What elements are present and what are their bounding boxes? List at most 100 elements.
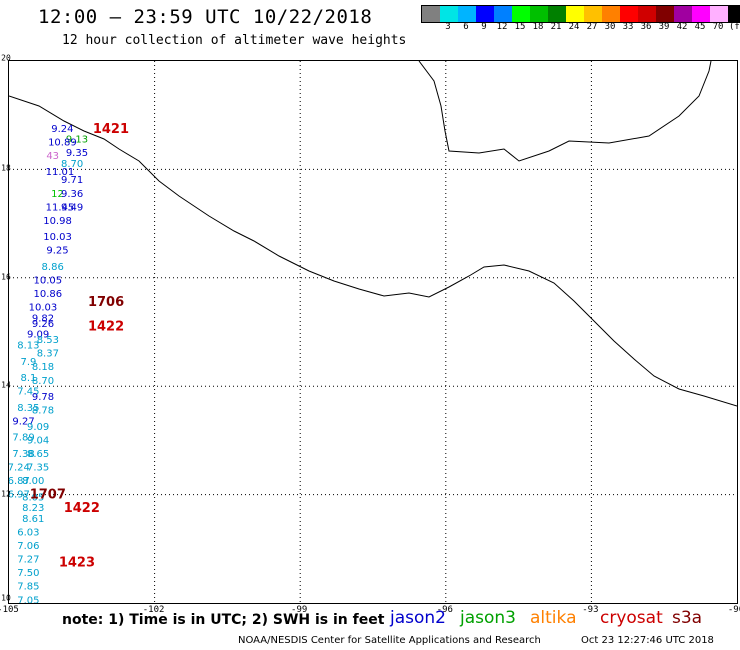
- wave-height-label: 9.71: [61, 175, 83, 186]
- wave-height-label: 11.45: [46, 202, 75, 213]
- wave-height-label: 9.25: [46, 246, 68, 257]
- wave-height-label: 7.50: [17, 568, 39, 579]
- scale-swatch: [620, 6, 638, 22]
- scale-label: 30: [604, 22, 616, 32]
- wave-height-label: 7.38: [12, 449, 34, 460]
- x-tick-label: -105: [0, 605, 19, 615]
- wave-height-label: 9.04: [27, 435, 49, 446]
- page-title: 12:00 – 23:59 UTC 10/22/2018: [38, 6, 373, 28]
- pass-time-label: 1707: [30, 488, 66, 503]
- wave-height-label: 7.9: [20, 357, 36, 368]
- scale-label: 15: [514, 22, 526, 32]
- pass-time-label: 1421: [93, 122, 129, 137]
- wave-height-label: 7.35: [27, 463, 49, 474]
- wave-height-label: 9.78: [32, 392, 54, 403]
- x-tick-label: -93: [582, 605, 599, 615]
- wave-height-label: 7.45: [17, 387, 39, 398]
- x-tick-label: -99: [291, 605, 308, 615]
- legend-s3a: s3a: [672, 608, 703, 628]
- y-tick-label: 20: [1, 53, 11, 63]
- wave-height-label: 9.82: [32, 313, 54, 324]
- y-tick-label: 12: [1, 489, 11, 499]
- scale-swatch: [710, 6, 728, 22]
- wave-height-label: 9.24: [51, 124, 73, 135]
- wave-height-label: 7.06: [17, 541, 39, 552]
- wave-height-label: 7.85: [17, 582, 39, 593]
- wave-height-label: 10.03: [43, 232, 72, 243]
- wave-height-label: 8.05: [22, 492, 44, 503]
- pass-time-label: 1706: [88, 295, 124, 310]
- x-tick-label: -90: [727, 605, 740, 615]
- page-subtitle: 12 hour collection of altimeter wave hei…: [62, 33, 407, 48]
- coastline-gulf: [418, 61, 712, 162]
- pass-time-label: 1422: [88, 320, 124, 335]
- wave-height-label: 9.13: [66, 135, 88, 146]
- wave-height-label: 10.03: [29, 303, 58, 314]
- wave-height-label: 8.78: [32, 406, 54, 417]
- wave-height-label: 8.37: [37, 349, 59, 360]
- wave-height-label: 9.35: [66, 148, 88, 159]
- wave-height-label: 10.89: [48, 137, 77, 148]
- scale-swatch: [422, 6, 440, 22]
- scale-label: 39: [658, 22, 670, 32]
- wave-height-label: 43: [46, 151, 59, 162]
- scale-label: 18: [532, 22, 544, 32]
- legend-note: note: 1) Time is in UTC; 2) SWH is in fe…: [62, 612, 385, 628]
- wave-height-label: 7.89: [12, 433, 34, 444]
- wave-height-label: 12: [51, 189, 64, 200]
- wave-height-label: 8.70: [32, 376, 54, 387]
- x-tick-label: -96: [436, 605, 453, 615]
- footer-timestamp: Oct 23 12:27:46 UTC 2018: [581, 635, 714, 646]
- scale-swatch: [566, 6, 584, 22]
- y-tick-label: 18: [1, 163, 11, 173]
- x-tick-label: -102: [142, 605, 165, 615]
- scale-label: 21: [550, 22, 562, 32]
- wave-height-label: 8.65: [27, 449, 49, 460]
- scale-swatch: [674, 6, 692, 22]
- scale-label: 42: [676, 22, 688, 32]
- scale-swatch: [512, 6, 530, 22]
- wave-height-label: 8.18: [32, 362, 54, 373]
- legend-jason2: jason2: [390, 608, 446, 628]
- scale-swatch: [476, 6, 494, 22]
- wave-height-label: 7.27: [17, 555, 39, 566]
- wave-height-label: 11.01: [46, 167, 75, 178]
- scale-swatch: [656, 6, 674, 22]
- pass-time-label: 1422: [64, 501, 100, 516]
- scale-label: 36: [640, 22, 652, 32]
- wave-height-label: 6.03: [17, 528, 39, 539]
- color-scale: [421, 5, 740, 23]
- wave-height-label: 6.87: [9, 476, 30, 487]
- wave-height-label: 9.49: [61, 202, 83, 213]
- wave-height-label: 8.70: [61, 159, 83, 170]
- wave-height-label: 9.36: [61, 189, 83, 200]
- wave-height-label: 10.98: [43, 216, 72, 227]
- scale-swatch: [602, 6, 620, 22]
- wave-height-label: 10.86: [34, 289, 63, 300]
- wave-height-label: 9.26: [32, 319, 54, 330]
- wave-height-label: 9.09: [27, 330, 49, 341]
- scale-swatch: [638, 6, 656, 22]
- pass-time-label: 1423: [59, 555, 95, 570]
- legend-altika: altika: [530, 608, 577, 628]
- scale-label: 45: [694, 22, 706, 32]
- scale-label: 6: [463, 22, 469, 32]
- scale-label: 9: [481, 22, 487, 32]
- y-tick-label: 14: [1, 380, 11, 390]
- wave-height-label: 9.09: [27, 422, 49, 433]
- wave-height-label: 7.05: [17, 595, 39, 603]
- map-plot: 9.24 9.13 10.89 9.35 43 8.70 11.01 9.71 12 9.36 11…: [8, 60, 738, 604]
- wave-height-label: 9.27: [12, 416, 34, 427]
- scale-swatch: [692, 6, 710, 22]
- scale-label: 3: [445, 22, 451, 32]
- grid-lines: [9, 61, 737, 603]
- coastline: [9, 95, 737, 407]
- y-tick-label: 16: [1, 272, 11, 282]
- scale-swatch: [494, 6, 512, 22]
- wave-height-label: 8.13: [17, 341, 39, 352]
- legend-jason3: jason3: [460, 608, 516, 628]
- scale-unit: (ft): [729, 22, 740, 32]
- wave-height-marks: 9.249.1310.899.35438.7011.019.71129.3611…: [9, 124, 88, 603]
- scale-swatch: [530, 6, 548, 22]
